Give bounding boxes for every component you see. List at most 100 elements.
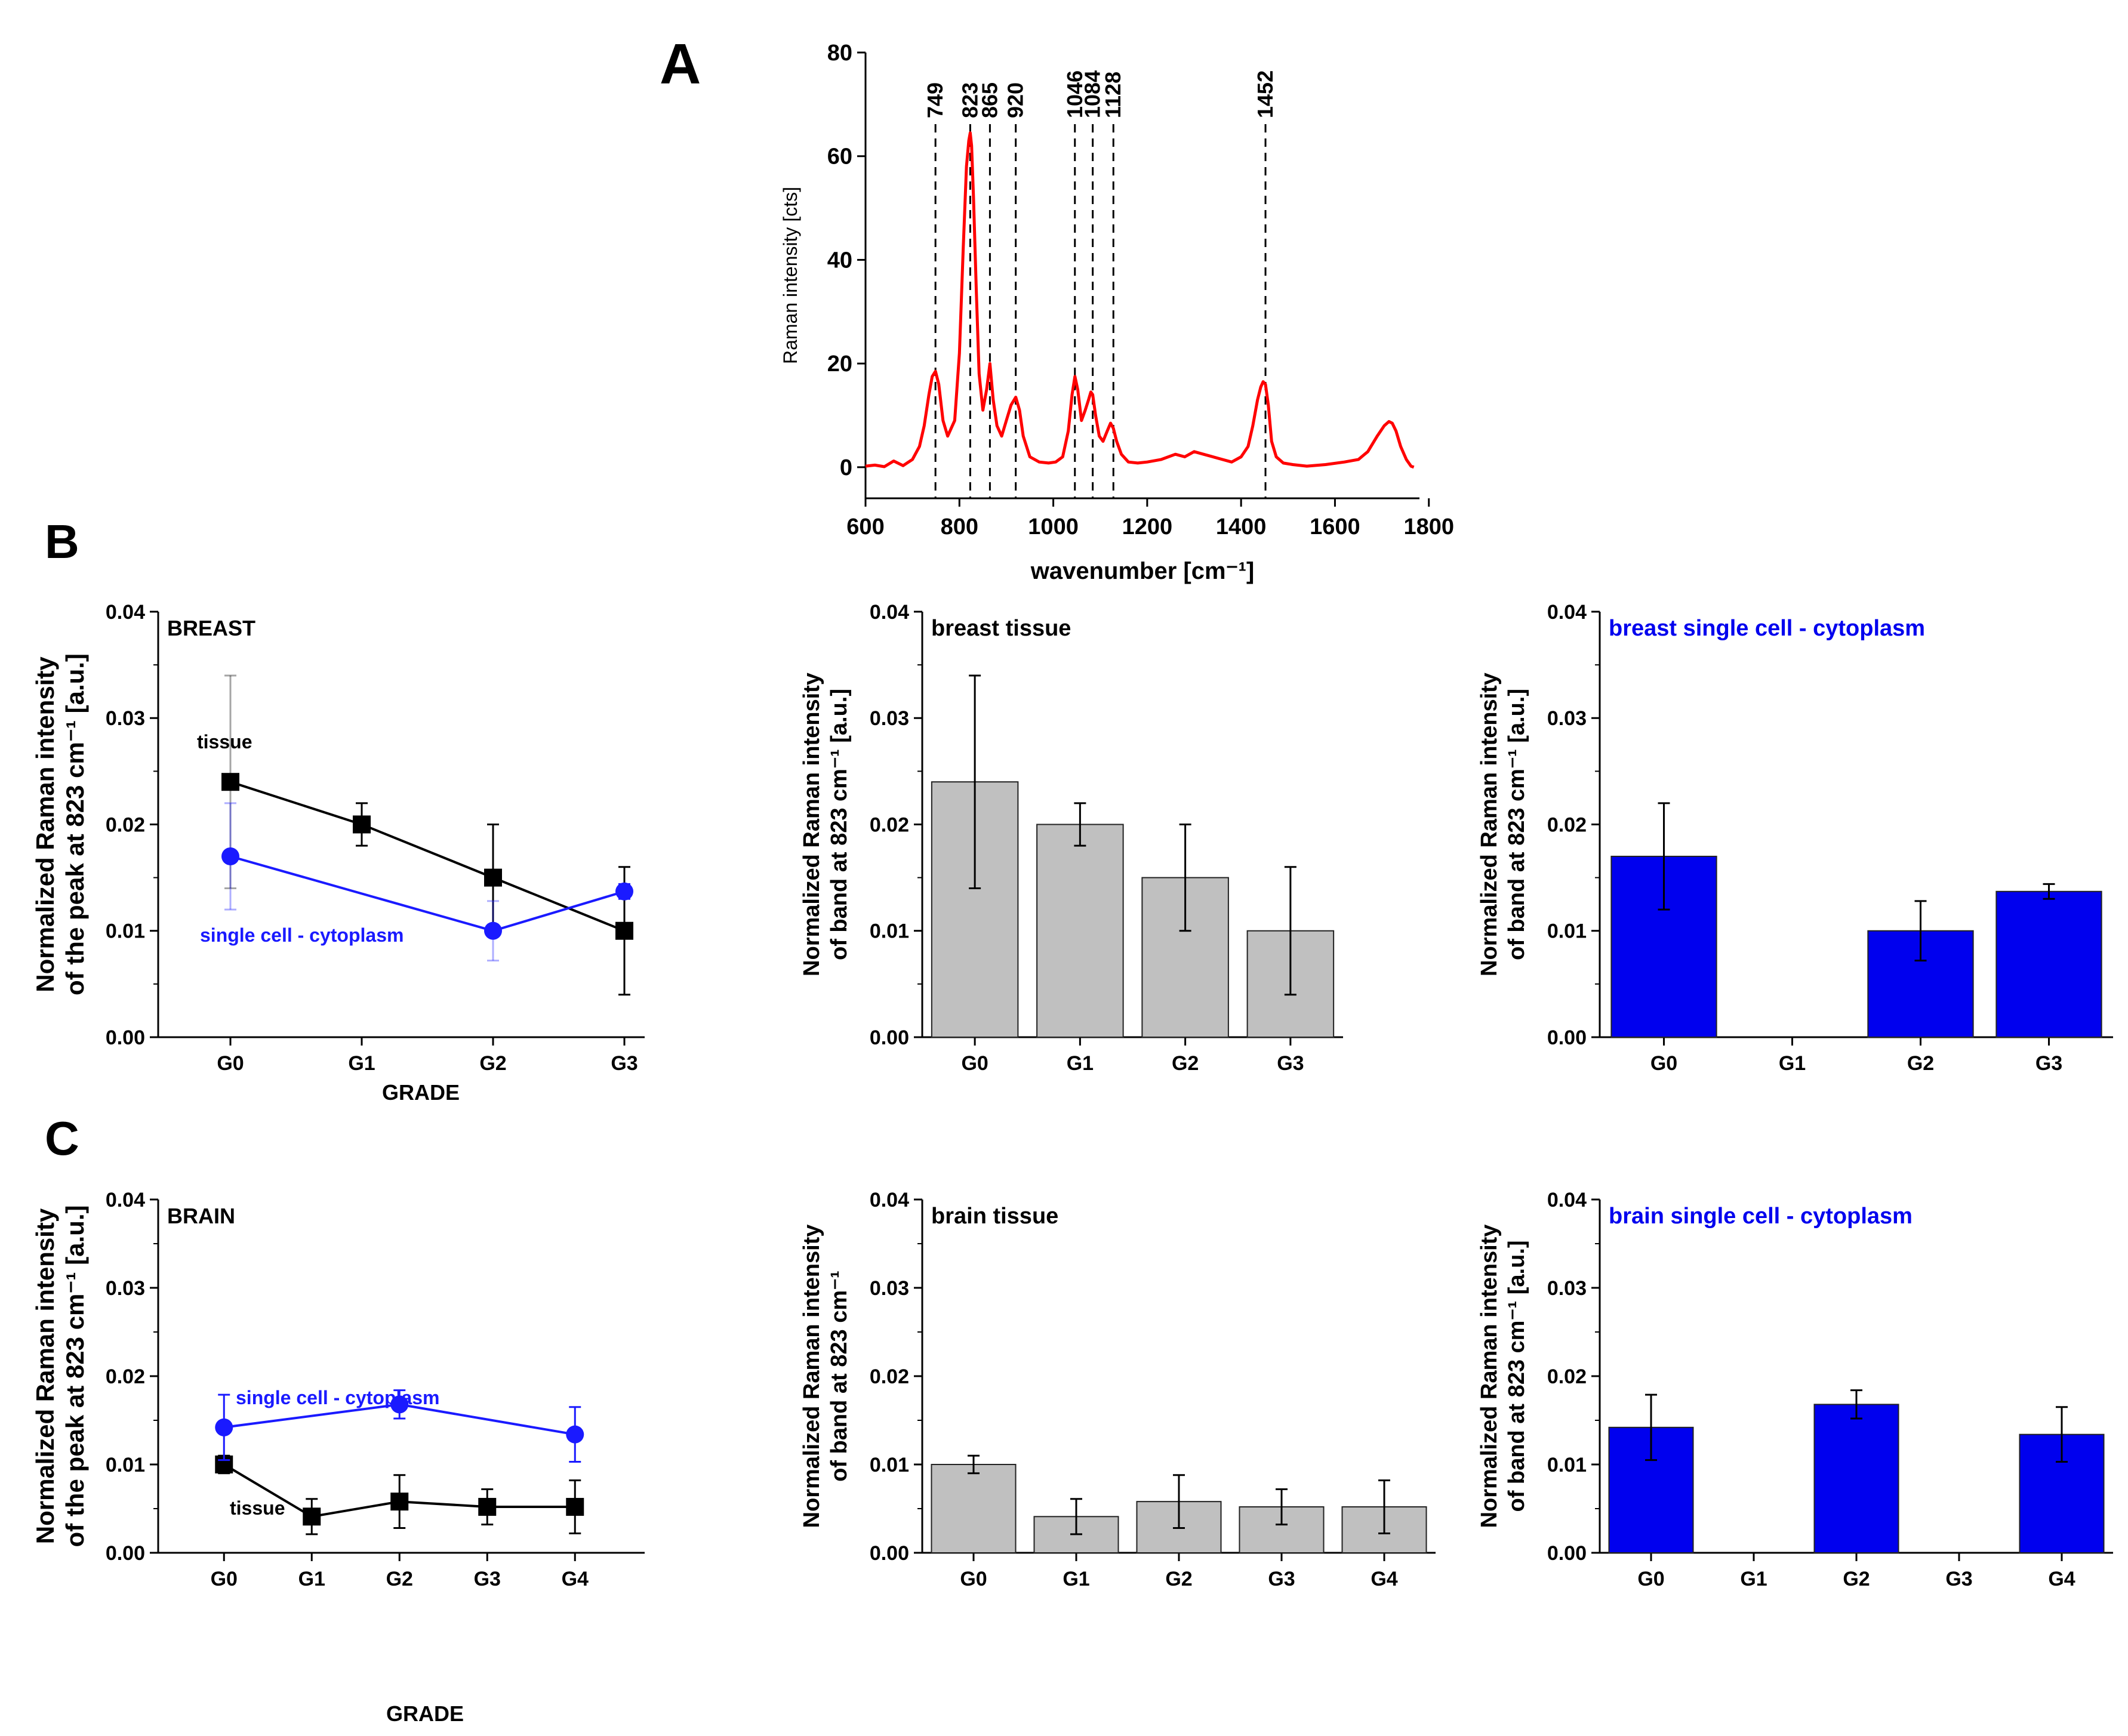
cell-series-label: single cell - cytoplasm [200,924,404,946]
chart-breast-line: 0.00 0.01 0.02 0.03 0.04 Normalized Raman int… [31,601,645,1105]
y-tick-label: 0.02 [870,813,909,836]
x-tick-label: G0 [211,1568,238,1590]
chart-title: BRAIN [167,1204,235,1228]
cell-point-g0 [215,1418,233,1436]
x-tick-label: G0 [1650,1052,1677,1075]
x-tick-label: 1000 [1028,514,1079,539]
panel-label-c: C [45,1112,79,1165]
y-tick-label: 0.03 [870,1277,909,1300]
y-tick-label: 20 [827,351,852,377]
x-tick-label: 1400 [1216,514,1267,539]
x-tick-label: G1 [1063,1568,1089,1590]
spectrum-series-line [865,131,1415,469]
x-tick-label: G3 [2035,1052,2062,1075]
x-tick-label: G0 [960,1568,987,1590]
x-tick-label: 1200 [1122,514,1173,539]
x-tick-label: G2 [1172,1052,1199,1075]
x-axis-label: GRADE [382,1080,460,1105]
x-tick-label: G3 [1268,1568,1295,1590]
chart-breast-tissue-bar: 0.00 0.01 0.02 0.03 0.04 Normalized Raman int… [799,601,1343,1075]
x-tick-label: G4 [1371,1568,1397,1590]
chart-breast-cell-bar: 0.00 0.01 0.02 0.03 0.04 Normalized Raman int… [1477,601,2113,1075]
x-tick-label: G1 [348,1052,375,1075]
y-tick-label: 0.04 [1547,1189,1587,1211]
y-axis-label: of the peak at 823 cm⁻¹ [a.u.] [61,653,89,995]
bar-g3 [1995,890,2102,1038]
y-tick-label: 0.03 [106,707,145,730]
cell-point-g2 [390,1395,409,1414]
x-tick-label: 1600 [1310,514,1360,539]
panel-label-b: B [45,515,79,568]
y-tick-label: 0.00 [106,1026,145,1049]
chart-title: breast single cell - cytoplasm [1609,616,1925,641]
y-tick-label: 0.02 [1547,813,1587,836]
y-axis-label: Normalized Raman intensity [31,1208,59,1544]
x-tick-label: G2 [386,1568,413,1590]
x-tick-label: G2 [1843,1568,1870,1590]
y-tick-label: 0.00 [1547,1026,1587,1049]
tissue-point-g1 [303,1507,321,1526]
y-tick-label: 0.01 [106,1454,145,1476]
y-tick-label: 0.00 [870,1542,909,1565]
cell-series-label: single cell - cytoplasm [236,1387,439,1408]
y-tick-label: 0.04 [106,1189,145,1211]
y-tick-label: 0.02 [870,1365,909,1388]
y-axis-label: of band at 823 cm⁻¹ [827,1271,852,1482]
peak-label: 823 [957,82,982,118]
chart-title: breast tissue [931,616,1071,641]
tissue-point-g2 [390,1493,409,1511]
y-tick-label: 0.00 [870,1026,909,1049]
peak-label: 749 [923,82,947,118]
y-tick-label: 0.01 [1547,920,1587,943]
y-tick-label: 0.01 [1547,1454,1587,1476]
y-tick-label: 0.00 [106,1542,145,1565]
y-axis-label: Normalized Raman intensity [799,673,824,976]
y-axis-label: Normalized Raman intensity [799,1225,824,1528]
chart-title: brain tissue [931,1204,1058,1229]
y-tick-label: 0.01 [870,920,909,943]
x-tick-label: G4 [2048,1568,2075,1590]
y-tick-label: 0.04 [1547,601,1587,624]
tissue-series-label: tissue [197,731,252,753]
y-tick-label: 0.01 [106,920,145,943]
x-axis-label: GRADE [386,1701,464,1726]
panel-label-a: A [660,32,701,96]
y-tick-label: 0.02 [106,813,145,836]
x-tick-label: G2 [1165,1568,1192,1590]
peak-label: 920 [1003,82,1028,118]
tissue-point-g1 [353,815,371,834]
x-tick-label: G1 [1740,1568,1767,1590]
y-axis-label: of band at 823 cm⁻¹ [a.u.] [1504,1240,1529,1512]
tissue-series-label: tissue [230,1497,285,1519]
bar-g2 [1813,1404,1899,1554]
x-tick-label: G2 [1907,1052,1934,1075]
y-tick-label: 0.00 [1547,1542,1587,1565]
tissue-point-g4 [566,1498,584,1516]
x-tick-label: G2 [479,1052,506,1075]
y-tick-label: 0.02 [1547,1365,1587,1388]
y-axis-label: of band at 823 cm⁻¹ [a.u.] [1504,689,1529,960]
cell-point-g2 [484,921,502,940]
cell-series-line [230,855,625,932]
chart-brain-line: 0.00 0.01 0.02 0.03 0.04 Normalized Raman int… [31,1189,645,1726]
cell-point-g3 [615,882,633,901]
y-axis-label: of the peak at 823 cm⁻¹ [a.u.] [61,1205,89,1547]
chart-title: brain single cell - cytoplasm [1609,1204,1913,1229]
x-tick-label: G0 [961,1052,988,1075]
peak-label: 865 [977,82,1002,118]
bar-g1 [1036,824,1124,1038]
tissue-point-g0 [221,773,239,791]
x-axis-label: wavenumber [cm⁻¹] [1030,558,1255,584]
x-tick-label: G0 [1637,1568,1664,1590]
tissue-point-g3 [478,1498,497,1516]
y-tick-label: 0.03 [1547,707,1587,730]
chart-spectrum-a: 600 800 1000 1200 1400 1600 1800 0 20 40 60 80 waven… [780,41,1454,584]
y-tick-label: 40 [827,248,852,273]
x-tick-label: G1 [298,1568,325,1590]
y-tick-label: 0.03 [1547,1277,1587,1300]
x-tick-label: G1 [1067,1052,1094,1075]
y-axis-label: Normalized Raman intensity [1477,673,1502,976]
tissue-series-line [230,781,625,932]
x-tick-label: G0 [217,1052,244,1075]
y-tick-label: 0.04 [106,601,145,624]
